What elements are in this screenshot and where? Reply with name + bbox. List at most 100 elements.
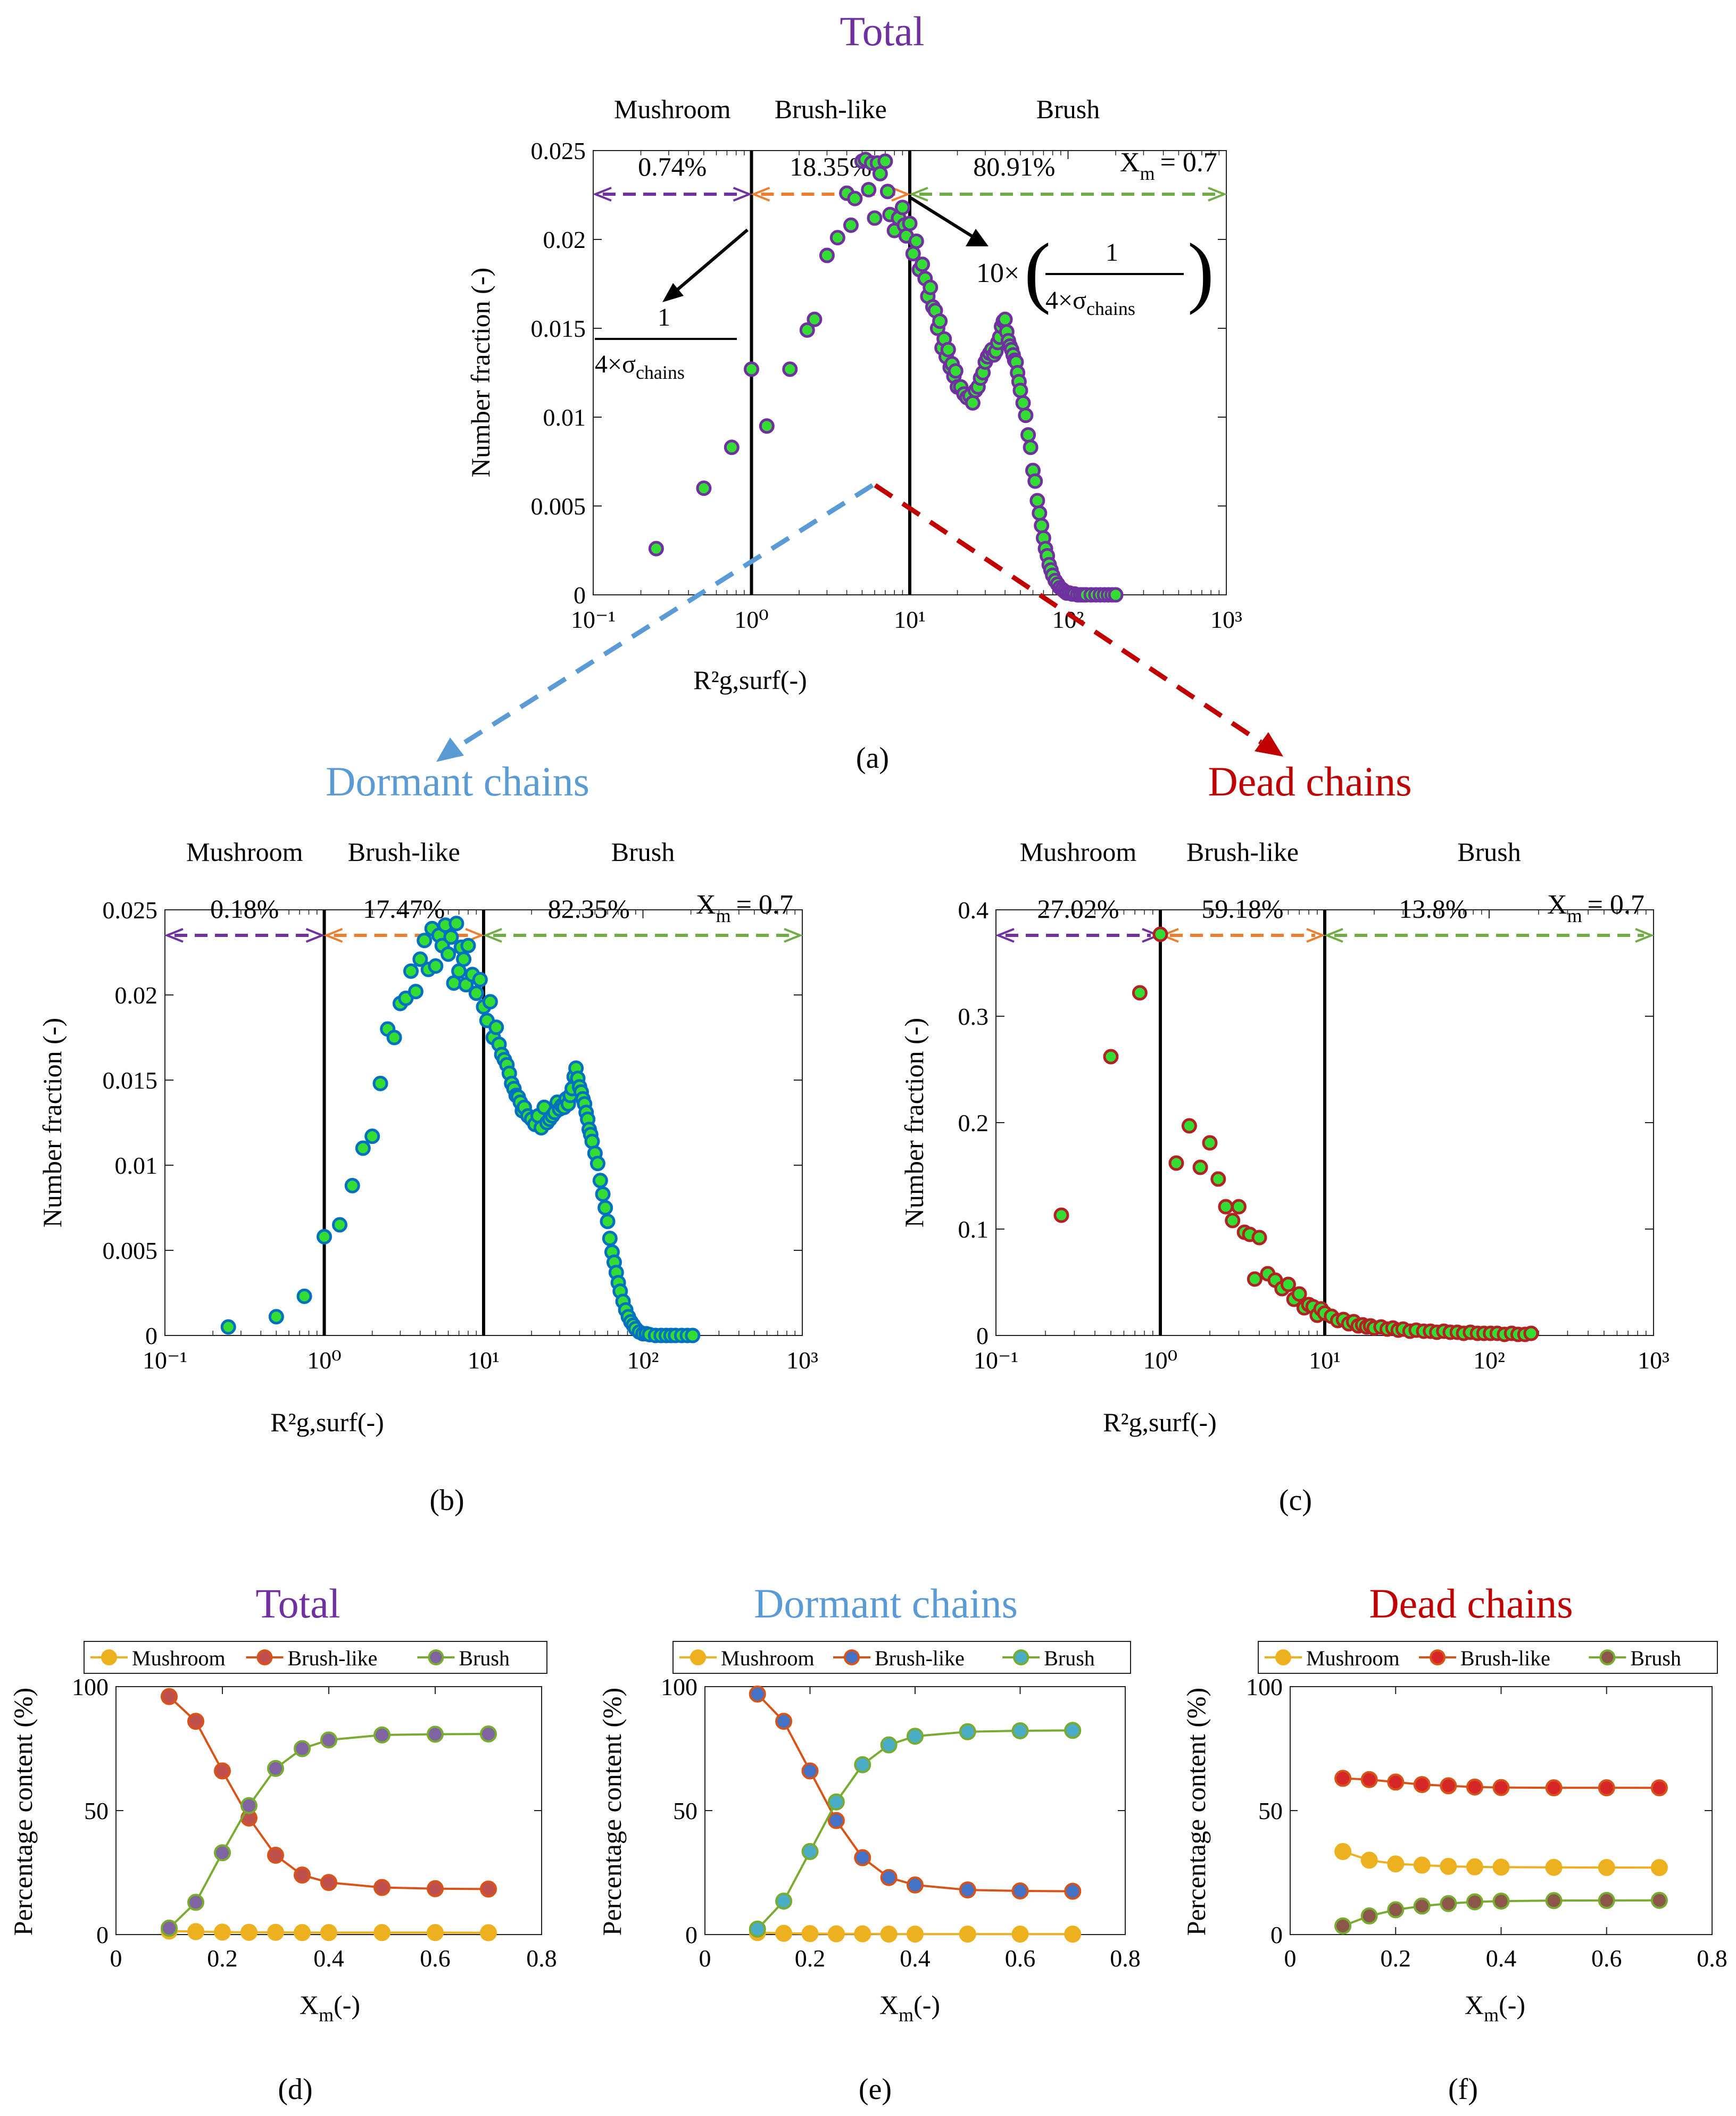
fraction-numerator-right: 1 — [1106, 238, 1118, 267]
data-point-brush — [1387, 1901, 1405, 1919]
arrow-right-icon — [1306, 928, 1326, 943]
x-tick-label: 0.4 — [900, 1945, 931, 1972]
data-point — [724, 439, 740, 455]
y-tick-label: 50 — [673, 1797, 697, 1824]
data-point — [412, 951, 428, 967]
legend-box — [1258, 1641, 1718, 1674]
data-point-brush — [880, 1736, 898, 1754]
data-point-mushroom — [320, 1924, 337, 1941]
data-point — [908, 233, 924, 249]
data-point-brush-like — [427, 1880, 444, 1897]
data-point — [1108, 587, 1124, 603]
y-tick-label: 0.2 — [958, 1109, 989, 1136]
data-point-mushroom — [907, 1926, 924, 1943]
data-point-mushroom — [1334, 1843, 1352, 1860]
data-point — [867, 210, 883, 226]
panel-label-a: (a) — [856, 742, 889, 775]
connector-arrows — [436, 483, 1283, 762]
region-percentage: 0.18% — [210, 894, 279, 924]
data-point-brush-like — [1466, 1778, 1483, 1796]
threshold-annotation-right: 10× ( 1 4×σchains ) — [910, 196, 1214, 319]
x-tick-label: 0.6 — [1591, 1945, 1622, 1972]
chart-title: Total — [255, 1580, 340, 1627]
data-point-brush-like — [1360, 1771, 1378, 1788]
data-point — [872, 165, 888, 181]
region-name: Brush — [611, 837, 675, 867]
data-point-brush-like — [880, 1869, 898, 1886]
y-tick-label: 0.3 — [958, 1003, 989, 1030]
line-panel-f: Dead chains Mushroom Brush-like Brush 0 0.2 0.… — [1181, 1580, 1727, 2026]
legend-label: Brush — [1044, 1646, 1095, 1670]
data-point-brush-like — [267, 1846, 284, 1864]
data-point — [861, 181, 877, 197]
y-axis-label: Number fraction (-) — [899, 1018, 929, 1227]
y-tick-label: 0.025 — [531, 137, 586, 164]
region-percentage: 17.47% — [363, 894, 445, 924]
data-point — [829, 230, 845, 246]
data-point-brush-like — [187, 1713, 204, 1730]
data-point-brush — [854, 1756, 871, 1773]
data-point-brush-like — [1598, 1779, 1615, 1797]
data-point-mushroom — [775, 1924, 793, 1942]
legend-label: Mushroom — [1306, 1646, 1400, 1670]
x-tick-label: 0.8 — [1697, 1945, 1727, 1972]
x-tick-label: 10⁰ — [734, 606, 768, 633]
y-tick-label: 0.01 — [543, 404, 586, 431]
data-point-brush-like — [1064, 1882, 1082, 1900]
data-point-mushroom — [1545, 1858, 1563, 1876]
data-point — [902, 215, 918, 231]
x-tick-label: 10³ — [786, 1347, 818, 1374]
y-axis-label: Percentage content (%) — [597, 1688, 627, 1936]
x-tick-label: 0.2 — [207, 1945, 238, 1972]
arrow-left-icon — [592, 187, 612, 202]
data-point — [317, 1229, 332, 1244]
data-point-brush-like — [1011, 1882, 1029, 1899]
data-point — [441, 946, 456, 962]
data-point — [1152, 926, 1168, 942]
x-tick-label: 10² — [1473, 1347, 1505, 1374]
series-line-mushroom — [169, 1930, 489, 1934]
data-point-mushroom — [1064, 1926, 1082, 1943]
data-point — [879, 184, 895, 200]
data-point — [948, 363, 963, 379]
arrow-right-icon — [733, 187, 752, 202]
x-tick-label: 0 — [110, 1945, 122, 1972]
data-point — [600, 1214, 616, 1230]
data-point — [344, 1177, 360, 1193]
y-tick-label: 100 — [72, 1673, 109, 1700]
y-tick-label: 0.005 — [103, 1237, 158, 1264]
data-point — [443, 929, 459, 945]
data-point-mushroom — [187, 1923, 204, 1940]
region-name: Mushroom — [186, 837, 303, 867]
data-point-brush-like — [1545, 1779, 1563, 1797]
x-tick-label: 0.8 — [1110, 1945, 1141, 1972]
data-point — [472, 972, 488, 988]
data-point-brush — [1598, 1891, 1615, 1909]
data-point — [819, 247, 835, 263]
data-point — [1032, 505, 1048, 521]
data-point — [408, 984, 423, 1000]
legend: Mushroom Brush-like Brush — [84, 1641, 547, 1674]
data-point — [386, 1030, 402, 1045]
data-point-brush — [1650, 1891, 1668, 1909]
data-point — [648, 541, 664, 557]
data-point-brush — [1334, 1917, 1352, 1935]
series-line-brush-like — [168, 1696, 489, 1890]
data-point-brush — [907, 1728, 924, 1745]
data-point — [1018, 408, 1034, 424]
dead-arrowhead-icon — [1255, 732, 1283, 757]
arrow-left-icon — [751, 187, 770, 202]
data-point — [403, 963, 419, 979]
data-point — [1523, 1325, 1539, 1341]
data-point-brush — [1360, 1907, 1378, 1925]
xm-label: Xm = 0.7 — [1547, 890, 1644, 926]
data-point — [685, 1327, 701, 1343]
arrow-left-icon — [164, 928, 184, 943]
data-point-brush-like — [1440, 1777, 1457, 1795]
arrow-right-icon — [305, 928, 325, 943]
legend-marker — [1599, 1649, 1616, 1665]
legend-marker — [844, 1649, 860, 1665]
x-axis-label: R²g,surf(-) — [1103, 1407, 1217, 1437]
data-point — [482, 994, 498, 1010]
